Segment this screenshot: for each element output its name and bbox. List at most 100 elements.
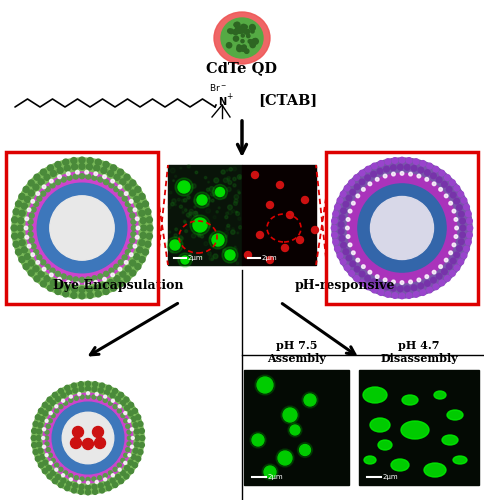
Circle shape: [432, 182, 436, 186]
Circle shape: [458, 212, 464, 217]
Circle shape: [192, 234, 196, 238]
Circle shape: [41, 169, 46, 175]
Circle shape: [113, 404, 117, 408]
Circle shape: [384, 166, 389, 172]
Ellipse shape: [401, 421, 429, 439]
Circle shape: [72, 488, 76, 493]
Circle shape: [199, 224, 200, 225]
Circle shape: [359, 179, 365, 185]
Circle shape: [234, 23, 238, 26]
Circle shape: [51, 458, 55, 462]
Circle shape: [104, 180, 108, 184]
Circle shape: [446, 186, 452, 192]
Circle shape: [131, 220, 136, 224]
Circle shape: [136, 247, 143, 253]
Circle shape: [124, 466, 130, 470]
Circle shape: [250, 40, 255, 46]
Circle shape: [118, 405, 121, 408]
Circle shape: [359, 280, 365, 285]
Circle shape: [139, 256, 145, 262]
Ellipse shape: [358, 184, 446, 272]
Circle shape: [237, 174, 242, 180]
Circle shape: [73, 277, 78, 282]
Circle shape: [460, 218, 465, 224]
Circle shape: [215, 188, 225, 196]
Ellipse shape: [12, 158, 152, 298]
Circle shape: [15, 249, 21, 255]
Circle shape: [365, 276, 370, 281]
Circle shape: [125, 184, 131, 190]
Circle shape: [45, 430, 49, 434]
Circle shape: [236, 28, 241, 33]
Circle shape: [232, 228, 234, 230]
Circle shape: [213, 216, 216, 219]
Circle shape: [121, 414, 125, 418]
Text: Dye Encapsulation: Dye Encapsulation: [53, 278, 183, 291]
Circle shape: [200, 198, 204, 202]
Circle shape: [38, 408, 44, 414]
Circle shape: [458, 191, 464, 197]
Circle shape: [124, 406, 130, 410]
Circle shape: [46, 466, 51, 470]
Circle shape: [113, 468, 117, 471]
Circle shape: [339, 236, 345, 241]
Circle shape: [109, 183, 114, 188]
Circle shape: [110, 165, 117, 171]
Circle shape: [146, 217, 152, 223]
Circle shape: [365, 166, 371, 172]
Circle shape: [198, 234, 201, 237]
Circle shape: [449, 202, 453, 205]
Circle shape: [297, 236, 303, 244]
Circle shape: [31, 253, 34, 256]
Circle shape: [173, 180, 174, 182]
Circle shape: [21, 203, 28, 209]
Circle shape: [37, 429, 42, 434]
Circle shape: [45, 454, 48, 456]
Circle shape: [405, 164, 410, 170]
Circle shape: [57, 168, 63, 173]
Circle shape: [188, 214, 192, 218]
Circle shape: [464, 204, 469, 210]
Circle shape: [242, 45, 246, 50]
Circle shape: [134, 254, 139, 260]
Ellipse shape: [348, 174, 456, 282]
Circle shape: [409, 172, 412, 176]
Circle shape: [344, 265, 350, 270]
Circle shape: [238, 217, 241, 220]
Circle shape: [359, 170, 365, 176]
Circle shape: [72, 383, 76, 388]
Circle shape: [240, 30, 244, 33]
Circle shape: [445, 276, 450, 281]
Circle shape: [458, 239, 464, 244]
Circle shape: [33, 266, 39, 272]
Circle shape: [119, 478, 123, 484]
Circle shape: [18, 218, 24, 224]
Circle shape: [437, 274, 442, 279]
Circle shape: [454, 218, 458, 222]
Circle shape: [182, 208, 187, 212]
Circle shape: [105, 481, 109, 486]
Circle shape: [354, 184, 360, 190]
Circle shape: [37, 196, 42, 201]
Circle shape: [227, 170, 228, 171]
Circle shape: [130, 180, 136, 186]
Circle shape: [216, 210, 218, 213]
Circle shape: [145, 241, 151, 247]
Circle shape: [29, 238, 34, 243]
Text: 2μm: 2μm: [262, 255, 278, 261]
Circle shape: [36, 192, 40, 196]
Circle shape: [107, 280, 114, 285]
Circle shape: [186, 213, 190, 217]
Circle shape: [371, 279, 377, 284]
Circle shape: [338, 222, 344, 228]
Circle shape: [210, 235, 214, 240]
Circle shape: [73, 426, 84, 438]
Circle shape: [128, 411, 133, 416]
Circle shape: [118, 281, 123, 287]
Circle shape: [223, 249, 227, 252]
Circle shape: [111, 474, 114, 476]
Circle shape: [193, 212, 198, 216]
Circle shape: [92, 490, 98, 494]
Ellipse shape: [26, 172, 138, 284]
Circle shape: [38, 422, 43, 428]
